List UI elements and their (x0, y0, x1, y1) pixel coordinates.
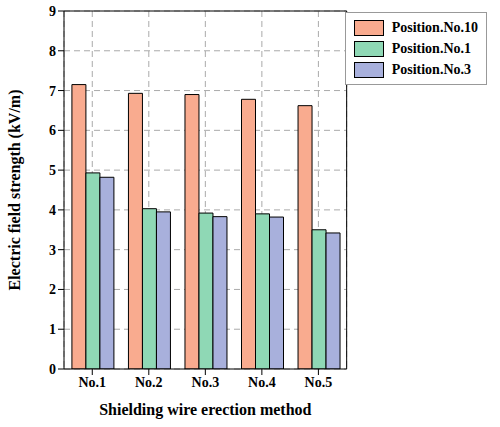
svg-text:2: 2 (49, 282, 56, 297)
svg-text:8: 8 (49, 44, 56, 59)
svg-text:4: 4 (49, 203, 56, 218)
html-text:Position.No.10: Position.No.10 (391, 19, 478, 35)
svg-text:No.2: No.2 (135, 375, 163, 390)
svg-text:No.4: No.4 (248, 375, 276, 390)
svg-text:No.5: No.5 (305, 375, 333, 390)
svg-text:3: 3 (49, 243, 56, 258)
svg-text:Electric field strength (kV/m): Electric field strength (kV/m) (8, 90, 24, 291)
svg-text:5: 5 (49, 163, 56, 178)
svg-text:7: 7 (49, 84, 56, 99)
svg-text:9: 9 (49, 4, 56, 19)
svg-text:0: 0 (49, 362, 56, 377)
html-text:Position.No.3: Position.No.3 (391, 61, 471, 77)
svg-text:Shielding wire erection method: Shielding wire erection method (99, 401, 311, 419)
svg-text:No.3: No.3 (192, 375, 220, 390)
svg-text:1: 1 (49, 322, 56, 337)
svg-text:6: 6 (49, 123, 56, 138)
html-text:Position.No.1: Position.No.1 (391, 40, 471, 56)
svg-text:No.1: No.1 (78, 375, 106, 390)
